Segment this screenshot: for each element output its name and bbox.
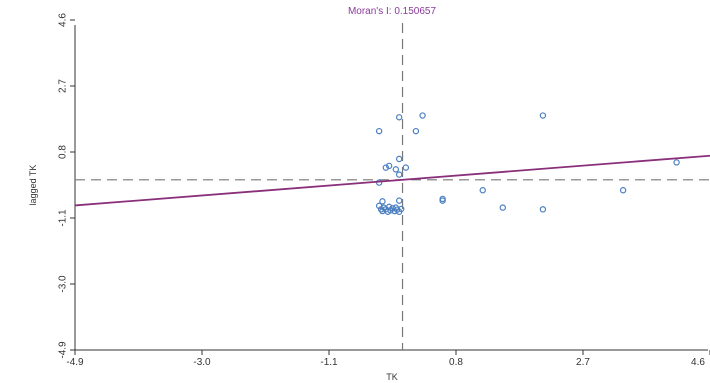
regression-line-group — [74, 154, 710, 207]
x-tick-label: 0.8 — [449, 357, 463, 368]
y-axis-label: lagged TK — [28, 165, 38, 206]
x-tick-label: 2.7 — [576, 357, 590, 368]
y-tick-label: 2.7 — [58, 79, 69, 93]
data-point — [439, 197, 446, 204]
y-tick-label: -3.0 — [58, 275, 69, 293]
chart-title: Moran's I: 0.150657 — [348, 6, 437, 17]
data-point — [379, 198, 386, 205]
axes: -4.9 -3.0 -1.1 0.8 2.7 4.6 -4.9 -3.0 -1.1 0.8 2.7 4… — [58, 13, 710, 368]
x-axis-label: TK — [386, 372, 398, 382]
data-point — [392, 166, 400, 173]
data-point — [619, 187, 627, 194]
data-point — [673, 159, 680, 166]
x-tick-label: -1.1 — [320, 357, 338, 368]
data-point — [479, 187, 486, 194]
data-point — [395, 114, 403, 121]
x-tick-label: -3.0 — [193, 357, 211, 368]
data-point — [375, 127, 383, 135]
data-point — [385, 162, 393, 170]
data-point — [539, 206, 547, 213]
y-tick-label: 4.6 — [58, 13, 69, 27]
data-point — [395, 171, 403, 178]
data-point — [539, 112, 547, 119]
y-tick-label: -4.9 — [58, 341, 69, 359]
y-tick-label: 0.8 — [58, 145, 69, 159]
data-points — [375, 112, 680, 215]
x-tick-label: 4.6 — [691, 357, 705, 368]
data-point — [395, 155, 403, 163]
regression-line — [74, 154, 710, 207]
y-tick-label: -1.1 — [58, 209, 69, 227]
data-point — [382, 164, 390, 171]
data-point — [385, 203, 393, 211]
data-point — [397, 205, 405, 213]
mean-guides — [75, 23, 710, 350]
data-point — [412, 127, 420, 135]
data-point — [402, 164, 410, 171]
data-point — [395, 197, 403, 204]
data-point — [419, 112, 426, 119]
x-tick-label: -4.9 — [66, 357, 84, 368]
data-point — [499, 204, 506, 211]
